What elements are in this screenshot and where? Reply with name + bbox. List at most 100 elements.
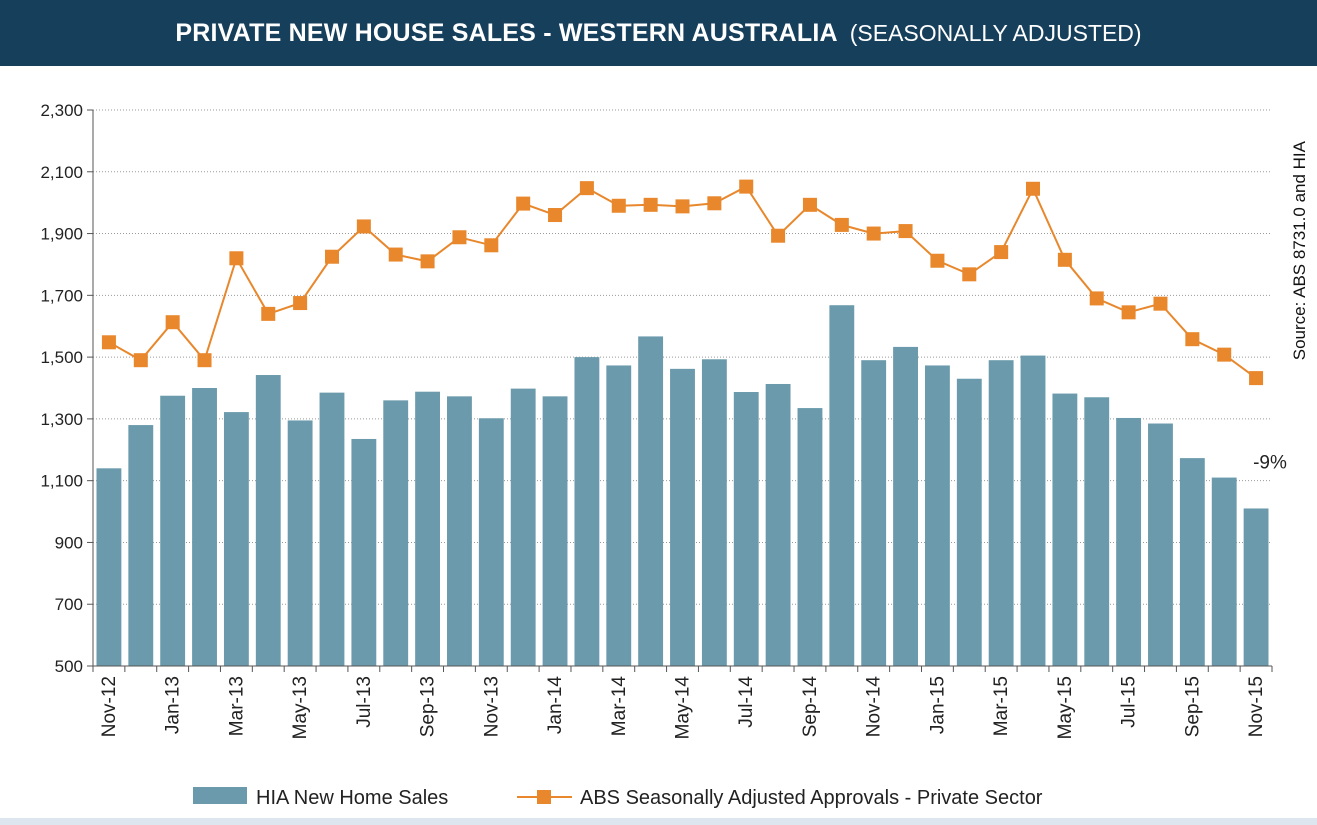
approvals-marker [930,253,945,268]
bar [223,412,249,666]
x-tick-label: Jul-15 [1119,676,1140,728]
chart-subtitle: (SEASONALLY ADJUSTED) [849,19,1142,46]
approvals-marker [1249,371,1264,386]
x-tick-label: Mar-13 [226,676,247,736]
approvals-marker [324,249,339,264]
chart-title-bar: PRIVATE NEW HOUSE SALES - WESTERN AUSTRA… [0,0,1317,66]
x-tick-label: Nov-14 [864,676,885,738]
y-tick-label: 700 [55,595,83,614]
bar [447,396,472,666]
approvals-line [108,185,1257,379]
bar [96,468,122,666]
bar [574,357,600,666]
bar [1211,477,1237,666]
bar [1052,393,1078,666]
approvals-marker [707,196,722,211]
x-tick-label: May-14 [673,676,694,740]
approvals-marker [101,335,116,350]
bar [606,365,632,666]
approvals-marker [802,197,817,212]
approvals-marker [484,238,499,253]
approvals-marker [548,208,563,223]
y-tick-label: 2,100 [40,163,83,182]
approvals-marker [516,196,531,211]
y-tick-label: 1,700 [40,286,83,305]
x-tick-label: Mar-14 [609,676,630,737]
approvals-marker [261,306,276,321]
chart-area: 500 700 900 1,100 1,300 1,500 1,700 1,900 2,100 2… [40,101,1309,809]
approvals-marker [962,267,977,282]
approvals-marker [1121,305,1136,320]
bar [287,420,313,666]
approvals-marker [1153,296,1168,311]
bottom-border [0,818,1317,825]
bar [956,378,982,666]
bar [1148,423,1173,666]
bar [510,388,536,666]
bar [542,396,568,666]
bar [383,400,409,666]
x-tick-label: Sep-15 [1182,676,1203,737]
approvals-marker [165,315,180,330]
bar [638,336,664,666]
bar [797,408,823,666]
approvals-marker [229,251,244,266]
approvals-marker [834,217,849,232]
bar [1084,397,1110,666]
approvals-marker [643,197,658,212]
bar [893,346,918,666]
bar [1179,458,1205,666]
x-tick-label: Nov-13 [481,676,502,737]
legend-bar-swatch [193,787,247,804]
source-note: Source: ABS 8731.0 and HIA [1290,140,1309,360]
x-tick-label: May-15 [1055,676,1076,739]
y-tick-label: 1,100 [40,472,83,491]
bar [1243,508,1269,666]
bar [670,368,695,666]
approvals-marker [1089,291,1104,306]
y-tick-label: 1,900 [40,225,83,244]
bar [988,360,1014,666]
approvals-marker [611,198,626,213]
bar [829,305,855,666]
chart-title: PRIVATE NEW HOUSE SALES - WESTERN AUSTRA… [175,18,838,47]
approvals-marker [293,296,308,311]
x-tick-label: Jan-14 [545,676,566,735]
y-tick-label: 2,300 [40,101,83,120]
x-tick-label: Mar-15 [991,676,1012,736]
approvals-marker [388,247,403,262]
change-annotation: -9% [1253,452,1287,473]
x-tick-label: Sep-13 [418,676,439,737]
approvals-marker [771,228,786,243]
approvals-marker [452,230,467,245]
x-tick-label: Jul-14 [736,676,757,728]
y-tick-label: 1,500 [40,348,83,367]
bar [1116,417,1142,666]
approvals-marker [1185,332,1200,347]
bar [351,438,377,666]
approvals-marker [197,353,212,368]
x-tick-label: Jul-13 [354,676,375,728]
bar [733,392,759,666]
bar [415,391,441,666]
approvals-marker [739,179,754,194]
approvals-marker [133,353,148,368]
approvals-marker [420,254,435,269]
y-tick-label: 1,300 [40,410,83,429]
approvals-marker [356,219,371,234]
legend-line-marker [537,790,551,804]
x-tick-label: Nov-12 [99,676,120,737]
y-tick-label: 900 [55,533,83,552]
approvals-marker [1057,252,1072,267]
bar [128,425,154,666]
bar [924,365,950,666]
approvals-marker [866,226,881,241]
legend-line-label: ABS Seasonally Adjusted Approvals - Priv… [580,787,1043,809]
legend-bar-label: HIA New Home Sales [256,787,448,809]
x-tick-label: Nov-15 [1246,676,1267,737]
approvals-marker [1217,347,1232,362]
bar [319,392,345,666]
approvals-marker [994,245,1009,260]
approvals-marker [579,181,594,196]
bar [255,375,281,666]
